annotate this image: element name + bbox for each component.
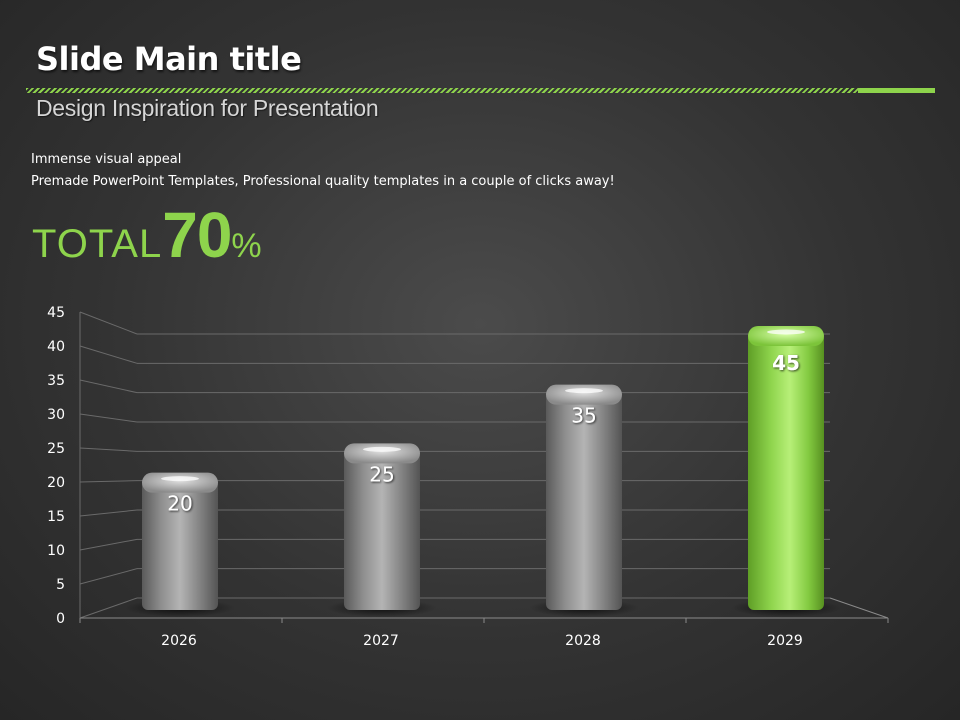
x-tick-label: 2026 xyxy=(161,633,197,649)
gridline-side xyxy=(79,509,138,517)
bar-highlight xyxy=(161,476,199,482)
total-unit: % xyxy=(231,227,262,265)
bar-highlight xyxy=(767,329,805,335)
bar xyxy=(344,450,420,610)
data-label: 35 xyxy=(571,404,596,428)
data-label: 20 xyxy=(167,492,192,516)
bar-highlight xyxy=(363,446,401,452)
floor-edge xyxy=(829,597,889,619)
bar xyxy=(546,391,622,610)
x-tick-label: 2029 xyxy=(767,633,803,649)
bar xyxy=(748,333,824,610)
gridline-side xyxy=(79,568,138,585)
bar-cap xyxy=(142,472,218,493)
gridline-side xyxy=(79,447,138,452)
gridline-side xyxy=(79,379,138,394)
data-label: 45 xyxy=(772,351,800,375)
bar-cap xyxy=(546,384,622,405)
body-line-2: Premade PowerPoint Templates, Profession… xyxy=(31,174,615,189)
bar-cap xyxy=(748,326,824,346)
y-tick-label: 0 xyxy=(56,611,65,627)
total-label: TOTAL xyxy=(32,222,163,266)
body-line-1: Immense visual appeal xyxy=(31,152,182,167)
y-tick-label: 15 xyxy=(47,509,65,525)
gridline-side xyxy=(79,480,138,483)
bar-highlight xyxy=(565,388,603,394)
title-rule-accent xyxy=(858,88,935,93)
y-tick-label: 40 xyxy=(47,339,65,355)
gridline-side xyxy=(79,413,138,423)
total-callout: TOTAL70% xyxy=(32,198,262,272)
bar xyxy=(142,479,218,610)
body-text: Immense visual appeal Premade PowerPoint… xyxy=(31,149,615,193)
y-tick-label: 25 xyxy=(47,441,65,457)
title-rule-hatched xyxy=(26,88,858,93)
total-value: 70 xyxy=(162,199,232,271)
y-tick-label: 35 xyxy=(47,373,65,389)
y-tick-label: 5 xyxy=(56,577,65,593)
data-label: 25 xyxy=(369,462,394,486)
slide-title: Slide Main title xyxy=(36,40,302,78)
bar-cap xyxy=(344,443,420,464)
y-tick-label: 10 xyxy=(47,543,65,559)
gridline-side xyxy=(79,311,138,335)
y-tick-label: 45 xyxy=(47,305,65,321)
y-tick-label: 30 xyxy=(47,407,65,423)
gridline-side xyxy=(79,597,138,619)
gridline-side xyxy=(79,538,138,551)
y-tick-label: 20 xyxy=(47,475,65,491)
x-tick-label: 2028 xyxy=(565,633,601,649)
gridline-side xyxy=(79,345,138,364)
x-tick-label: 2027 xyxy=(363,633,399,649)
slide-subtitle: Design Inspiration for Presentation xyxy=(36,95,379,121)
